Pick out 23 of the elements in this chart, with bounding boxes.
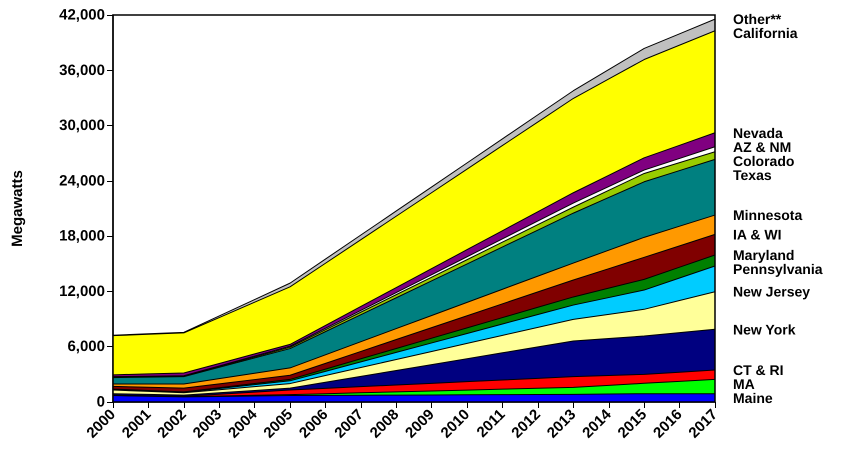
series-label: Maryland <box>733 247 794 264</box>
series-label: IA & WI <box>733 226 782 242</box>
y-tick-label: 36,000 <box>59 62 105 79</box>
series-label: AZ & NM <box>733 138 792 155</box>
y-tick-label: 30,000 <box>59 117 105 134</box>
series-label: California <box>733 25 798 42</box>
y-axis-title: Megawatts <box>9 170 26 247</box>
series-label: New Jersey <box>733 284 810 300</box>
series-label: CT & RI <box>733 362 784 378</box>
series-label: New York <box>733 321 796 338</box>
series-label: Colorado <box>733 152 794 169</box>
y-tick-label: 24,000 <box>59 172 105 190</box>
series-label: Minnesota <box>733 207 802 224</box>
series-label: Maine <box>733 390 773 406</box>
y-tick-label: 6,000 <box>67 338 105 356</box>
y-tick-label: 42,000 <box>59 6 105 24</box>
y-tick-label: 18,000 <box>59 228 105 245</box>
y-tick-label: 12,000 <box>59 282 105 300</box>
series-label: Nevada <box>733 124 784 141</box>
series-label: MA <box>733 376 755 392</box>
y-tick-label: 0 <box>96 394 105 410</box>
series-label: Texas <box>733 166 772 183</box>
series-label: Other** <box>733 11 782 28</box>
